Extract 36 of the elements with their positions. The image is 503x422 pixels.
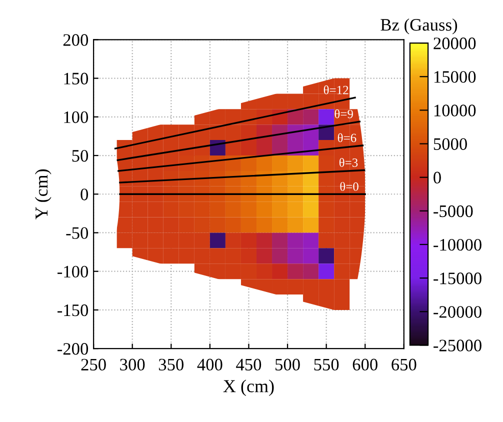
color-bar-label: 0 <box>434 172 441 184</box>
color-bar-label: -5000 <box>434 205 473 218</box>
color-bar-label: 5000 <box>434 138 467 150</box>
x-tick-label: 650 <box>392 358 416 371</box>
y-tick-label: 0 <box>80 188 88 200</box>
color-bar-label: -25000 <box>434 340 482 352</box>
series-label: θ=9 <box>334 109 353 118</box>
y-tick-label: 150 <box>64 72 88 84</box>
series-label: θ=3 <box>339 158 358 167</box>
color-bar-label: 20000 <box>434 38 476 50</box>
color-bar-label: -15000 <box>434 272 482 284</box>
y-tick-label: -50 <box>66 227 88 239</box>
color-bar-label: 10000 <box>434 104 476 116</box>
x-tick-label: 300 <box>120 358 145 371</box>
series-label: θ=12 <box>324 85 348 94</box>
y-axis-title: Y (cm) <box>34 169 52 220</box>
y-tick-label: -200 <box>58 343 88 355</box>
color-bar-label: 15000 <box>434 71 476 83</box>
x-tick-label: 500 <box>276 358 300 371</box>
y-tick-label: -100 <box>58 266 88 278</box>
series-label: θ=0 <box>340 182 358 191</box>
x-tick-label: 400 <box>197 358 222 371</box>
series-label: θ=6 <box>338 133 356 142</box>
x-axis-title: X (cm) <box>223 380 274 396</box>
color-bar-title: Bz (Gauss) <box>380 18 458 34</box>
x-tick-label: 350 <box>158 358 184 371</box>
y-tick-label: -150 <box>58 304 88 316</box>
x-tick-label: 450 <box>236 358 262 371</box>
color-bar-label: -10000 <box>434 238 482 251</box>
y-tick-label: 200 <box>63 34 88 46</box>
x-tick-label: 550 <box>314 358 339 371</box>
y-tick-label: 50 <box>72 150 88 162</box>
y-tick-label: 100 <box>64 111 88 124</box>
x-tick-label: 250 <box>81 358 106 371</box>
color-bar-label: -20000 <box>434 306 482 318</box>
x-tick-label: 600 <box>352 358 378 371</box>
